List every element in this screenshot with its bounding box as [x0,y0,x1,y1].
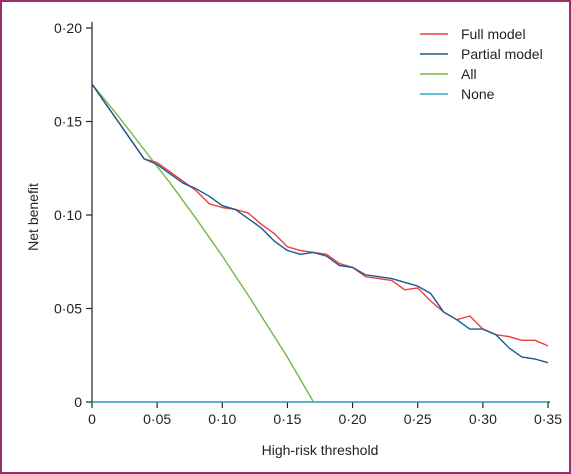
legend-label-partial-model: Partial model [461,46,543,62]
series-line-full-model [92,84,548,346]
legend-label-full-model: Full model [461,26,526,42]
x-tick-label: 0 [88,411,96,427]
x-axis-title: High-risk threshold [262,442,379,458]
y-axis-title: Net benefit [25,183,41,251]
y-tick-label: 0·20 [54,20,82,36]
legend-label-all: All [461,66,477,82]
legend-label-none: None [461,86,495,102]
x-tick-label: 0·10 [208,411,236,427]
y-tick-label: 0·15 [54,114,82,130]
legend: Full model Partial model All None [420,26,543,102]
series-line-partial-model [92,84,548,363]
y-tick-label: 0·05 [54,301,82,317]
x-tick-label: 0·20 [339,411,367,427]
x-tick-label: 0·25 [404,411,432,427]
x-tick-label: 0·35 [534,411,562,427]
x-tick-label: 0·30 [469,411,497,427]
axes [92,22,550,402]
series-lines [92,84,548,402]
x-axis-ticks: 0 0·05 0·10 0·15 0·20 0·25 0·30 0·35 [88,402,562,427]
y-tick-label: 0 [74,394,82,410]
x-tick-label: 0·05 [143,411,171,427]
y-tick-label: 0·10 [54,207,82,223]
y-axis-ticks: 0 0·05 0·10 0·15 0·20 [54,20,92,410]
x-tick-label: 0·15 [273,411,301,427]
